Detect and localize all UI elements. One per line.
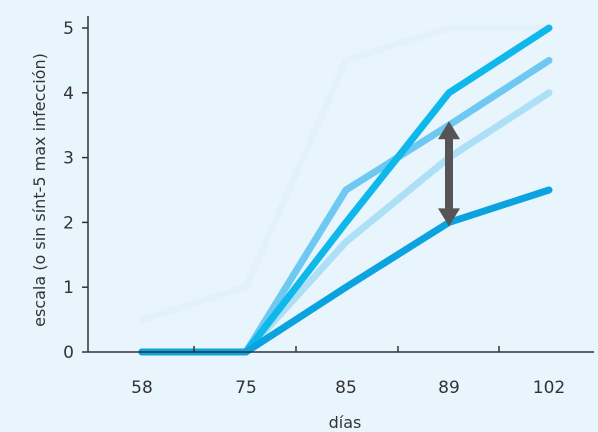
y-tick-label: 3	[63, 149, 74, 169]
x-ticks: 58 75 85 89 102	[131, 346, 565, 398]
double-arrow-icon	[438, 121, 460, 227]
x-axis-title: días	[329, 413, 362, 432]
x-tick-label: 58	[131, 378, 153, 398]
series-line-1	[138, 24, 553, 324]
y-tick-label: 5	[63, 19, 74, 39]
y-ticks: 0 1 2 3 4 5	[63, 19, 88, 363]
y-tick-label: 0	[63, 343, 74, 363]
y-tick-label: 4	[63, 84, 74, 104]
x-tick-label: 85	[335, 378, 357, 398]
y-tick-label: 1	[63, 278, 74, 298]
annotation-layer	[438, 121, 460, 227]
x-tick-label: 89	[438, 378, 460, 398]
x-tick-label: 75	[235, 378, 257, 398]
series-layer	[138, 24, 553, 356]
y-axis-title: escala (o sin sínt-5 max infección)	[30, 53, 49, 327]
series-line-5	[138, 186, 553, 356]
x-tick-label: 102	[533, 378, 565, 398]
y-tick-label: 2	[63, 213, 74, 233]
